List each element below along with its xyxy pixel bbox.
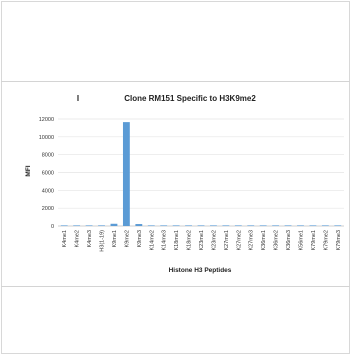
x-tick-label: K9me3 xyxy=(137,230,143,247)
x-tick-label: K27me2 xyxy=(236,230,242,251)
bar-k4me3 xyxy=(85,225,93,226)
bar-k79me2 xyxy=(321,225,329,226)
y-axis-title: MFI xyxy=(25,165,32,176)
x-tick-label: K56me1 xyxy=(298,230,304,251)
x-tick-label: K79me1 xyxy=(311,230,317,251)
x-tick-label: K14me3 xyxy=(162,230,168,251)
panel-bottom-divider xyxy=(1,286,350,287)
y-tick-labels: 0 2000 4000 6000 8000 10000 12000 xyxy=(39,117,54,230)
bar-k36me1 xyxy=(259,225,267,226)
x-tick-label: K79me3 xyxy=(336,230,342,251)
bar-k23me1 xyxy=(197,225,205,226)
gridlines xyxy=(58,118,344,227)
bar-k18me1 xyxy=(172,225,180,226)
x-tick-label: K27me1 xyxy=(224,230,230,251)
y-tick-label: 2000 xyxy=(42,206,54,212)
bar-k27me3 xyxy=(247,225,255,226)
y-tick-label: 0 xyxy=(51,224,54,230)
bar-k27me2 xyxy=(234,225,242,226)
bar-k9me3 xyxy=(135,224,143,226)
bar-k9me2 xyxy=(122,122,130,226)
bar-k36me2 xyxy=(272,225,280,226)
y-tick-label: 12000 xyxy=(39,117,54,123)
x-tick-label: K4me3 xyxy=(87,230,93,247)
bar-k9me1 xyxy=(110,223,118,226)
bar-k79me1 xyxy=(309,225,317,226)
x-tick-label: K23me2 xyxy=(211,230,217,251)
x-tick-label: K18me2 xyxy=(187,230,193,251)
bar-k18me2 xyxy=(185,225,192,226)
chart-title: Clone RM151 Specific to H3K9me2 xyxy=(124,94,256,103)
x-axis-title: Histone H3 Peptides xyxy=(169,267,232,274)
x-tick-label: K36me2 xyxy=(274,230,280,251)
bar-k14me3 xyxy=(160,225,168,226)
bar-k4me2 xyxy=(73,225,81,226)
bar-k79me3 xyxy=(334,225,342,226)
y-tick-label: 10000 xyxy=(39,135,54,141)
x-tick-label: K27me3 xyxy=(249,230,255,251)
bar-k56me1 xyxy=(297,225,304,226)
x-tick-labels: K4me1 K4me2 K4me3 H3(1-19) K9me1 K9me2 K9me3 K1… xyxy=(62,230,342,252)
bar-k27me1 xyxy=(222,225,230,226)
x-tick-label: K4me1 xyxy=(62,230,68,247)
x-tick-label: H3(1-19) xyxy=(100,230,106,252)
panel-top-divider xyxy=(1,81,350,82)
x-tick-label: K9me1 xyxy=(112,230,118,247)
x-tick-label: K36me1 xyxy=(261,230,267,251)
y-tick-label: 6000 xyxy=(42,171,54,177)
bar-h3-1-19- xyxy=(98,225,105,226)
y-tick-label: 4000 xyxy=(42,188,54,194)
x-tick-label: K23me1 xyxy=(199,230,205,251)
bar-k36me3 xyxy=(284,225,292,226)
bars xyxy=(60,122,342,226)
bar-k14me2 xyxy=(147,225,155,226)
bar-k23me2 xyxy=(210,225,217,226)
bar-k4me1 xyxy=(60,225,68,226)
x-tick-label: K14me2 xyxy=(149,230,155,251)
title-marker: I xyxy=(77,94,79,103)
x-tick-label: K9me2 xyxy=(124,230,130,247)
x-tick-label: K4me2 xyxy=(75,230,81,247)
x-tick-label: K36me3 xyxy=(286,230,292,251)
x-tick-label: K79me2 xyxy=(323,230,329,251)
x-tick-label: K18me1 xyxy=(174,230,180,251)
y-tick-label: 8000 xyxy=(42,153,54,159)
